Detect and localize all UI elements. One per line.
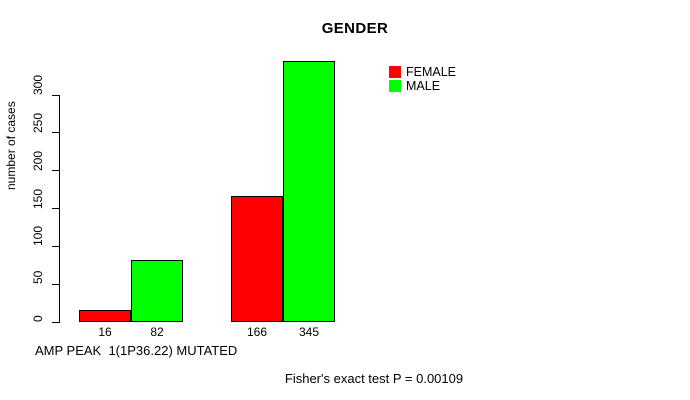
y-tick — [52, 94, 59, 96]
male-color-swatch — [389, 79, 401, 92]
y-tick — [52, 245, 59, 247]
bar-female-group1 — [79, 310, 131, 322]
bar-male-group1 — [131, 260, 183, 322]
legend-label-female: FEMALE — [406, 64, 457, 79]
bar-value-label: 82 — [150, 325, 164, 339]
bar-value-label: 166 — [246, 325, 268, 339]
y-tick — [52, 208, 59, 209]
legend: FEMALE MALE — [389, 65, 456, 93]
bar-male-group2 — [283, 61, 335, 322]
y-tick — [52, 170, 59, 172]
legend-label-male: MALE — [406, 78, 441, 93]
bar-value-label: 16 — [98, 325, 112, 339]
female-color-swatch — [389, 65, 401, 78]
footnote-pvalue: Fisher's exact test P = 0.00109 — [284, 371, 464, 386]
bar-value-label: 345 — [298, 325, 320, 339]
y-tick — [52, 321, 59, 323]
y-tick — [52, 132, 59, 134]
y-axis-line — [59, 95, 60, 323]
y-tick — [52, 283, 59, 285]
x-axis-caption: AMP PEAK 1(1P36.22) MUTATED — [35, 343, 238, 358]
bar-female-group2 — [231, 196, 283, 322]
chart-title: GENDER — [321, 20, 389, 37]
legend-item-female: FEMALE — [389, 64, 457, 79]
legend-item-male: MALE — [389, 78, 456, 93]
